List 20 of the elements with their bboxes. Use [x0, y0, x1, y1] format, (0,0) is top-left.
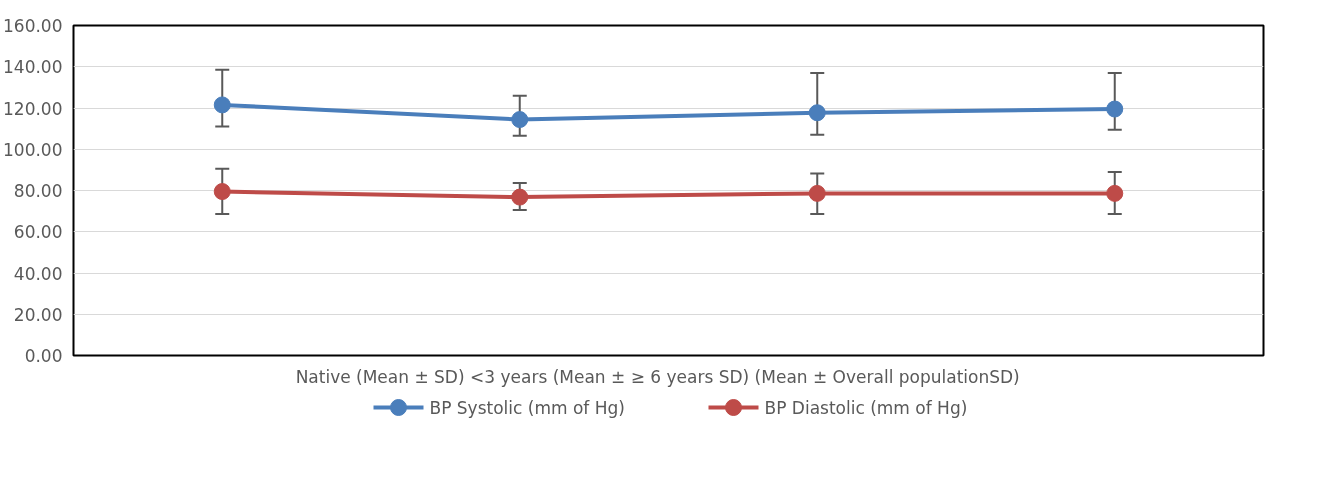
point	[213, 96, 231, 114]
point	[808, 184, 826, 202]
point	[511, 188, 529, 206]
y-tick-label: 140.00	[3, 57, 63, 78]
x-axis-title: Native (Mean ± SD) <3 years (Mean ± ≥ 6 years SD) (Mean ± Overall populationSD)	[295, 366, 1020, 387]
legend-label: BP Diastolic (mm of Hg)	[764, 397, 968, 418]
y-tick-label: 160.00	[3, 16, 63, 36]
point	[511, 111, 529, 129]
point	[1106, 184, 1124, 202]
y-tick-label: 80.00	[13, 181, 63, 201]
point	[1106, 100, 1124, 118]
legend-label: BP Systolic (mm of Hg)	[429, 397, 625, 418]
y-tick-label: 40.00	[13, 263, 63, 284]
y-tick-label: 60.00	[13, 222, 63, 243]
y-tick-label: 120.00	[3, 98, 63, 119]
point	[213, 183, 231, 201]
y-tick-label: 20.00	[13, 304, 63, 325]
point	[808, 104, 826, 122]
y-tick-label: 100.00	[3, 139, 63, 160]
y-tick-label: 0.00	[24, 346, 63, 366]
